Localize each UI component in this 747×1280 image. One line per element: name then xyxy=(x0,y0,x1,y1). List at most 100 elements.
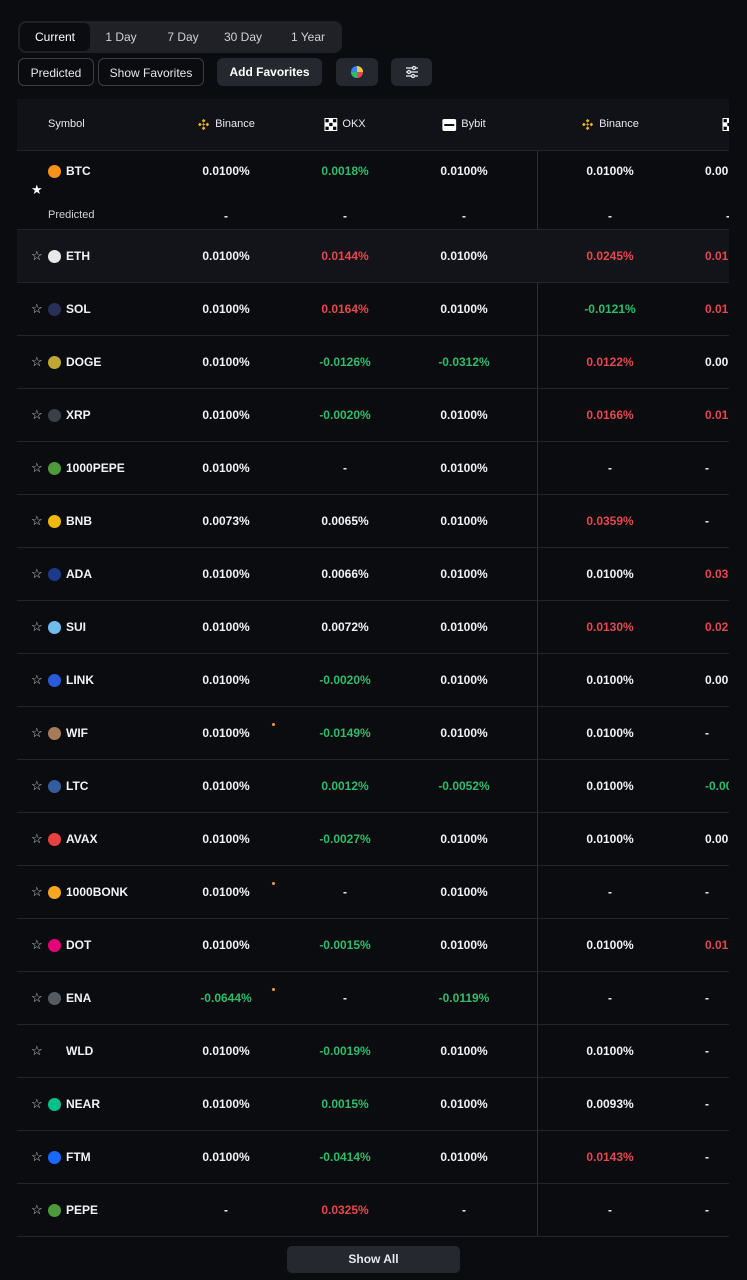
favorite-star[interactable]: ☆ xyxy=(31,460,43,475)
favorite-star[interactable]: ☆ xyxy=(31,990,43,1005)
funding-rate: - xyxy=(705,1150,709,1164)
funding-rate: 0.0100% xyxy=(586,673,634,687)
funding-rate: 0.0100% xyxy=(440,726,488,740)
symbol: ADA xyxy=(66,567,92,581)
funding-rate: 0.01 xyxy=(705,938,729,952)
funding-rate: 0.0100% xyxy=(586,726,634,740)
favorite-star[interactable]: ☆ xyxy=(31,672,43,687)
funding-rate: 0.0100% xyxy=(202,1097,250,1111)
show-all-button[interactable]: Show All xyxy=(287,1246,460,1273)
funding-rate: 0.0143% xyxy=(586,1150,634,1164)
funding-rate: 0.0100% xyxy=(440,1097,488,1111)
funding-rate: 0.0325% xyxy=(321,1203,369,1217)
coin-row[interactable]: ☆ DOT 0.0100% -0.0015% 0.0100% 0.0100% 0.01 xyxy=(17,919,729,972)
funding-rate: 0.0100% xyxy=(440,832,488,846)
coin-row[interactable]: ☆ WIF 0.0100% -0.0149% 0.0100% 0.0100% - xyxy=(17,707,729,760)
funding-rate: 0.0100% xyxy=(202,726,250,740)
show-favorites-button[interactable]: Show Favorites xyxy=(98,58,204,86)
funding-table: Symbol Binance OKX Bybit Binance ★ BTC 0.0100… xyxy=(17,99,729,1237)
coin-icon xyxy=(48,674,61,687)
funding-rate: -0.0121% xyxy=(584,302,636,316)
coin-row[interactable]: ☆ XRP 0.0100% -0.0020% 0.0100% 0.0166% 0.01 xyxy=(17,389,729,442)
symbol: SUI xyxy=(66,620,87,634)
funding-rate: 0.03 xyxy=(705,567,729,581)
favorite-star[interactable]: ☆ xyxy=(31,354,43,369)
symbol: 1000PEPE xyxy=(66,461,125,475)
funding-rate: -0.0644% xyxy=(200,991,252,1005)
funding-rate: 0.0100% xyxy=(440,620,488,634)
coin-row[interactable]: ☆ 1000PEPE 0.0100% - 0.0100% - - xyxy=(17,442,729,495)
coin-row[interactable]: ☆ ADA 0.0100% 0.0066% 0.0100% 0.0100% 0.03 xyxy=(17,548,729,601)
favorite-star[interactable]: ☆ xyxy=(31,301,43,316)
funding-rate: 0.0100% xyxy=(202,567,250,581)
coin-icon xyxy=(48,568,61,581)
coin-row[interactable]: ☆ LTC 0.0100% 0.0012% -0.0052% 0.0100% -0.00 xyxy=(17,760,729,813)
period-tab[interactable]: 30 Day xyxy=(223,30,263,44)
favorite-star[interactable]: ☆ xyxy=(31,884,43,899)
funding-rate: 0.02 xyxy=(705,620,729,634)
symbol: 1000BONK xyxy=(66,885,129,899)
funding-rate: 0.0066% xyxy=(321,567,369,581)
coin-row[interactable]: ★ BTC 0.0100% 0.0018% 0.0100% 0.0100% 0.00 Pred… xyxy=(17,151,729,230)
period-tab[interactable]: Current xyxy=(20,23,90,51)
funding-rate: 0.0073% xyxy=(202,514,250,528)
funding-rate: 0.0100% xyxy=(586,164,634,178)
funding-rate: 0.0164% xyxy=(321,302,369,316)
favorite-star[interactable]: ☆ xyxy=(31,1096,43,1111)
favorite-star[interactable]: ☆ xyxy=(31,1202,43,1217)
coin-row[interactable]: ☆ DOGE 0.0100% -0.0126% -0.0312% 0.0122% 0.00 xyxy=(17,336,729,389)
favorite-star[interactable]: ☆ xyxy=(31,619,43,634)
color-button[interactable] xyxy=(336,58,378,86)
coin-row[interactable]: ☆ NEAR 0.0100% 0.0015% 0.0100% 0.0093% - xyxy=(17,1078,729,1131)
coin-row[interactable]: ☆ LINK 0.0100% -0.0020% 0.0100% 0.0100% 0.00 xyxy=(17,654,729,707)
funding-rate: 0.0359% xyxy=(586,514,634,528)
coin-row[interactable]: ☆ 1000BONK 0.0100% - 0.0100% - - xyxy=(17,866,729,919)
coin-row[interactable]: ☆ AVAX 0.0100% -0.0027% 0.0100% 0.0100% 0.00 xyxy=(17,813,729,866)
exchange-header: Binance xyxy=(581,99,639,150)
funding-rate: 0.0100% xyxy=(202,885,250,899)
favorite-star[interactable]: ☆ xyxy=(31,937,43,952)
period-tab[interactable]: 1 Day xyxy=(105,30,137,44)
funding-rate: 0.0100% xyxy=(202,938,250,952)
favorite-star[interactable]: ☆ xyxy=(31,566,43,581)
coin-row[interactable]: ☆ WLD 0.0100% -0.0019% 0.0100% 0.0100% - xyxy=(17,1025,729,1078)
favorite-star[interactable]: ☆ xyxy=(31,725,43,740)
favorite-star[interactable]: ☆ xyxy=(31,513,43,528)
coin-row[interactable]: ☆ BNB 0.0073% 0.0065% 0.0100% 0.0359% - xyxy=(17,495,729,548)
coin-row[interactable]: ☆ ETH 0.0100% 0.0144% 0.0100% 0.0245% 0.01 xyxy=(17,230,729,283)
funding-rate: 0.01 xyxy=(705,408,729,422)
coin-row[interactable]: ☆ PEPE - 0.0325% - - - xyxy=(17,1184,729,1237)
coin-row[interactable]: ☆ SUI 0.0100% 0.0072% 0.0100% 0.0130% 0.02 xyxy=(17,601,729,654)
funding-rate: - xyxy=(462,1203,466,1217)
favorite-star[interactable]: ☆ xyxy=(31,407,43,422)
favorite-star[interactable]: ☆ xyxy=(31,1043,43,1058)
period-tab[interactable]: 7 Day xyxy=(167,30,199,44)
favorite-star[interactable]: ☆ xyxy=(31,778,43,793)
indicator-dot xyxy=(272,988,275,991)
funding-rate: -0.0312% xyxy=(438,355,490,369)
favorite-star[interactable]: ☆ xyxy=(31,831,43,846)
exchange-icon xyxy=(197,118,210,131)
coin-icon xyxy=(48,727,61,740)
add-favorites-button[interactable]: Add Favorites xyxy=(217,58,322,86)
predicted-rate: - xyxy=(726,209,729,223)
indicator-dot xyxy=(272,723,275,726)
period-tabs: Current 1 Day 7 Day 30 Day 1 Year xyxy=(18,21,342,53)
favorite-star[interactable]: ☆ xyxy=(31,1149,43,1164)
favorite-star[interactable]: ☆ xyxy=(31,248,43,263)
coin-row[interactable]: ☆ ENA -0.0644% - -0.0119% - - xyxy=(17,972,729,1025)
settings-button[interactable] xyxy=(391,58,432,86)
coin-row[interactable]: ☆ FTM 0.0100% -0.0414% 0.0100% 0.0143% - xyxy=(17,1131,729,1184)
funding-rate: 0.0100% xyxy=(586,832,634,846)
coin-row[interactable]: ☆ SOL 0.0100% 0.0164% 0.0100% -0.0121% 0.01 xyxy=(17,283,729,336)
favorite-star[interactable]: ★ xyxy=(31,182,43,197)
coin-icon xyxy=(48,1204,61,1217)
funding-rate: 0.0100% xyxy=(440,673,488,687)
coin-icon xyxy=(48,356,61,369)
funding-rate: - xyxy=(343,991,347,1005)
predicted-button[interactable]: Predicted xyxy=(18,58,94,86)
period-tab[interactable]: 1 Year xyxy=(290,30,326,44)
symbol: LTC xyxy=(66,779,89,793)
funding-rate: 0.0100% xyxy=(202,408,250,422)
symbol: WIF xyxy=(66,726,88,740)
